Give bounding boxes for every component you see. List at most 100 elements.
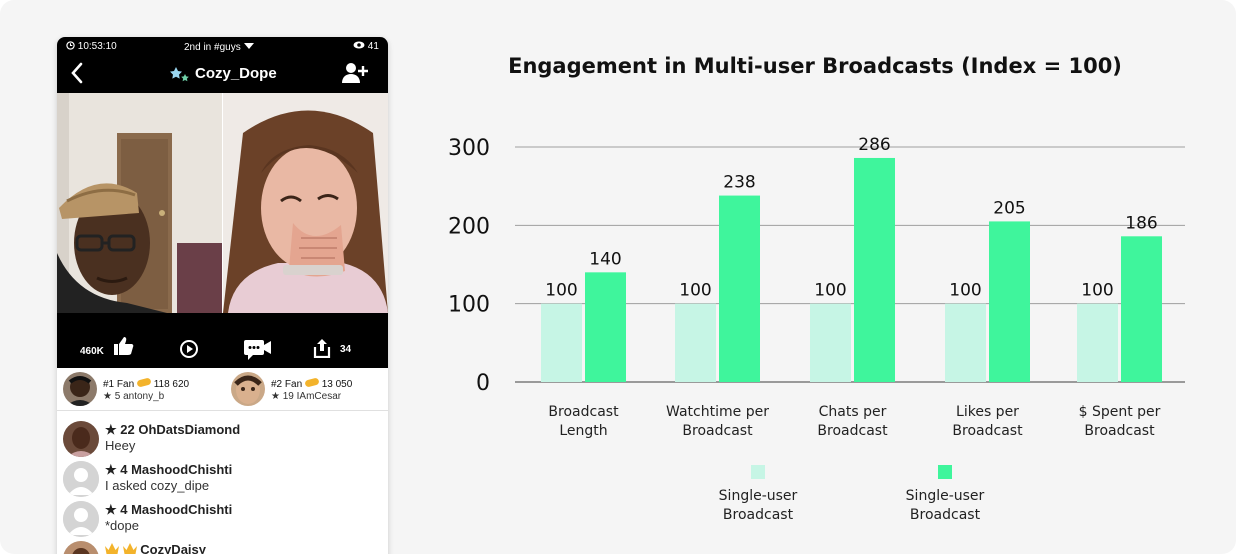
legend-swatch-multi (938, 465, 952, 479)
clock-icon (66, 41, 75, 50)
camera-chat-icon (244, 340, 271, 360)
fan-rank: #1 Fan (103, 379, 135, 390)
time-text: 10:53:10 (77, 41, 117, 52)
data-label: 100 (949, 281, 981, 301)
fan-user: ★ 5 antony_b (103, 391, 165, 402)
data-label: 100 (679, 281, 711, 301)
crown-icon (105, 543, 119, 554)
x-tick-label: Likes per (956, 404, 1019, 420)
back-arrow-icon (71, 62, 83, 84)
add-user-icon (342, 63, 368, 83)
bar (1121, 236, 1162, 382)
chevron-down-icon (243, 43, 254, 49)
fan-rank-line: #2 Fan 13 050 (271, 378, 352, 390)
y-tick-label: 200 (448, 214, 490, 239)
share-count: 34 (340, 344, 352, 355)
video-feed-left[interactable] (57, 93, 222, 313)
bar (719, 195, 760, 382)
broadcaster-name[interactable]: Cozy_Dope (195, 65, 277, 82)
y-tick-label: 300 (448, 136, 490, 161)
bar (585, 272, 626, 382)
chat-text: *dope (105, 518, 139, 533)
bar (810, 303, 851, 382)
bar (1077, 303, 1118, 382)
fan-item[interactable]: #2 Fan 13 050 ★ 19 IAmCesar (231, 371, 381, 407)
chat-message[interactable]: ★ 4 MashoodChishti *dope (63, 501, 383, 539)
x-tick-label: Chats per (819, 404, 887, 420)
y-tick-label: 100 (448, 293, 490, 318)
data-label: 205 (993, 198, 1025, 218)
replay-icon (180, 340, 198, 358)
legend-swatch-single (751, 465, 765, 479)
coin-icon (305, 378, 319, 387)
chat-user: CozyDaisy (105, 542, 206, 554)
viewer-count: 41 (353, 41, 379, 52)
x-tick-label: Broadcast (952, 423, 1023, 439)
chat-text: Heey (105, 438, 136, 453)
fan-rank: #2 Fan (271, 379, 303, 390)
fan-item[interactable]: #1 Fan 118 620 ★ 5 antony_b (63, 371, 213, 407)
phone-screenshot: 10:53:10 2nd in #guys 41 Cozy_Dope (57, 37, 388, 554)
chat-text: I asked cozy_dipe (105, 478, 210, 493)
status-time: 10:53:10 (66, 41, 117, 52)
avatar (63, 501, 99, 537)
rank-dropdown[interactable]: 2nd in #guys (184, 42, 254, 53)
top-fans: #1 Fan 118 620 ★ 5 antony_b #2 Fan 13 05… (57, 368, 388, 411)
bar (945, 303, 986, 382)
back-button[interactable] (69, 61, 85, 89)
chat-message[interactable]: CozyDaisy (63, 541, 383, 554)
share-icon (313, 339, 331, 359)
bar (854, 157, 895, 382)
chat-message[interactable]: ★ 22 OhDatsDiamond Heey (63, 421, 383, 459)
bar (541, 303, 582, 382)
x-tick-label: Length (559, 423, 607, 439)
thumbs-up-icon (114, 337, 134, 355)
fan-coins: 13 050 (321, 379, 353, 390)
replay-button[interactable] (179, 339, 199, 362)
nav-bar: Cozy_Dope (57, 57, 388, 93)
data-label: 100 (1081, 281, 1113, 301)
like-count: 460K (80, 346, 104, 357)
x-tick-label: Broadcast (682, 423, 753, 439)
action-bar: 460K 34 (57, 313, 388, 368)
viewer-count-text: 41 (367, 41, 379, 52)
avatar (231, 372, 265, 406)
x-tick-label: Broadcast (548, 404, 619, 420)
x-tick-label: Broadcast (1084, 423, 1155, 439)
data-label: 100 (545, 281, 577, 301)
eye-icon (353, 41, 365, 49)
bar-chart: 0 100 200 300 100 100 100 100 100 140 238 286 205 186… (448, 135, 1185, 439)
x-tick-label: Broadcast (817, 423, 888, 439)
rank-text: 2nd in #guys (184, 42, 241, 53)
fan-coins: 118 620 (153, 379, 190, 390)
broadcaster-badge-icon (170, 66, 190, 88)
legend-label-single: Single-user Broadcast (718, 488, 798, 523)
avatar (63, 461, 99, 497)
bar (989, 221, 1030, 382)
video-feed-right[interactable] (223, 93, 388, 313)
chat-user: ★ 4 MashoodChishti (105, 462, 233, 477)
bar (675, 303, 716, 382)
fan-rank-line: #1 Fan 118 620 (103, 378, 189, 390)
chat-user: ★ 4 MashoodChishti (105, 502, 233, 517)
y-tick-label: 0 (476, 371, 490, 396)
share-button[interactable] (313, 338, 331, 361)
x-tick-label: Watchtime per (666, 404, 769, 420)
data-label: 238 (723, 173, 755, 193)
x-tick-label: $ Spent per (1079, 404, 1161, 420)
data-label: 100 (814, 281, 846, 301)
data-label: 140 (589, 249, 621, 269)
coin-icon (137, 378, 151, 387)
data-label: 286 (858, 135, 890, 155)
video-chat-button[interactable] (244, 340, 272, 363)
like-button[interactable] (114, 336, 134, 359)
chat-user: ★ 22 OhDatsDiamond (105, 422, 241, 437)
crown-icon (122, 543, 137, 554)
data-label: 186 (1125, 213, 1157, 233)
add-user-button[interactable] (341, 62, 369, 88)
chat-message[interactable]: ★ 4 MashoodChishti I asked cozy_dipe (63, 461, 383, 499)
legend-label-multi: Single-user Broadcast (905, 488, 985, 523)
fan-user: ★ 19 IAmCesar (271, 391, 342, 402)
chat-feed[interactable]: ★ 22 OhDatsDiamond Heey ★ 4 MashoodChish… (57, 411, 388, 554)
